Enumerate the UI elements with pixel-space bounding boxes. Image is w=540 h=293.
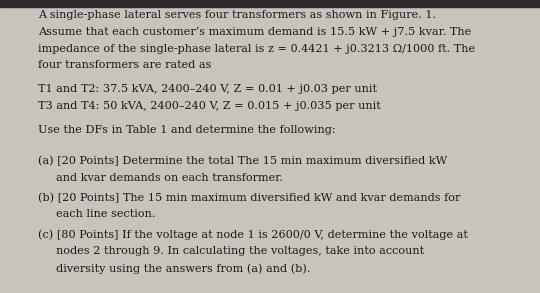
Text: (b) [20 Points] The 15 min maximum diversified kW and kvar demands for: (b) [20 Points] The 15 min maximum diver… <box>38 193 460 203</box>
Text: (a) [20 Points] Determine the total The 15 min maximum diversified kW: (a) [20 Points] Determine the total The … <box>38 156 447 166</box>
Text: nodes 2 through 9. In calculating the voltages, take into account: nodes 2 through 9. In calculating the vo… <box>38 246 424 256</box>
Text: (c) [80 Points] If the voltage at node 1 is 2600/0 V, determine the voltage at: (c) [80 Points] If the voltage at node 1… <box>38 230 468 240</box>
Text: diversity using the answers from (a) and (b).: diversity using the answers from (a) and… <box>38 263 310 274</box>
Text: A single-phase lateral serves four transformers as shown in Figure. 1.: A single-phase lateral serves four trans… <box>38 10 436 20</box>
Text: impedance of the single-phase lateral is z = 0.4421 + j0.3213 Ω/1000 ft. The: impedance of the single-phase lateral is… <box>38 44 475 54</box>
Bar <box>0 0 540 7</box>
Text: Use the DFs in Table 1 and determine the following:: Use the DFs in Table 1 and determine the… <box>38 125 335 135</box>
Text: and kvar demands on each transformer.: and kvar demands on each transformer. <box>38 173 282 183</box>
Text: each line section.: each line section. <box>38 209 155 219</box>
Text: four transformers are rated as: four transformers are rated as <box>38 60 211 70</box>
Text: T3 and T4: 50 kVA, 2400–240 V, Z = 0.015 + j0.035 per unit: T3 and T4: 50 kVA, 2400–240 V, Z = 0.015… <box>38 101 381 111</box>
Text: Assume that each customer’s maximum demand is 15.5 kW + j7.5 kvar. The: Assume that each customer’s maximum dema… <box>38 27 471 37</box>
Text: T1 and T2: 37.5 kVA, 2400–240 V, Z = 0.01 + j0.03 per unit: T1 and T2: 37.5 kVA, 2400–240 V, Z = 0.0… <box>38 84 377 94</box>
